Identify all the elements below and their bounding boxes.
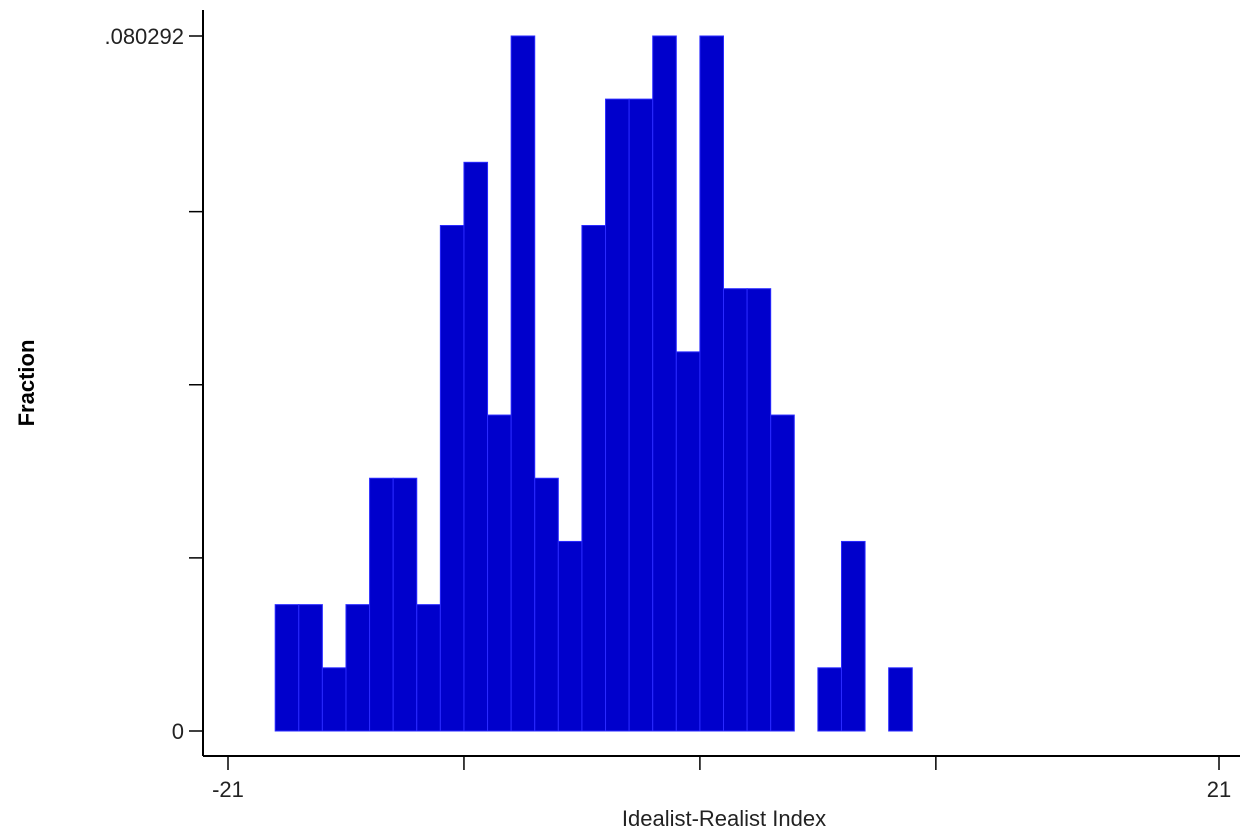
histogram-bar xyxy=(345,604,371,732)
x-axis-ticks: -21 21 xyxy=(212,756,1231,802)
histogram-bar xyxy=(416,604,441,732)
histogram-bar xyxy=(746,288,772,732)
x-tick-label: -21 xyxy=(212,777,244,802)
histogram-bar xyxy=(274,604,300,732)
histogram-bar xyxy=(392,477,418,732)
x-tick-label: 21 xyxy=(1207,777,1231,802)
histogram-bar xyxy=(439,224,465,732)
y-tick-label: 0 xyxy=(172,719,184,744)
histogram-bar xyxy=(534,477,559,732)
histogram-bar xyxy=(581,224,607,732)
histogram-bar xyxy=(817,667,842,732)
histogram-bar xyxy=(487,414,512,732)
histogram-bar xyxy=(369,477,394,732)
histogram-bar xyxy=(321,667,347,732)
histogram-bar xyxy=(298,604,323,732)
histogram-bars xyxy=(274,35,913,732)
histogram-bar xyxy=(605,98,630,732)
y-tick-label: .080292 xyxy=(104,24,184,49)
histogram-bar xyxy=(652,35,677,732)
histogram-bar xyxy=(699,35,725,732)
histogram-bar xyxy=(675,351,701,732)
histogram-bar xyxy=(510,35,536,732)
histogram-bar xyxy=(840,540,866,732)
histogram-bar xyxy=(557,540,583,732)
y-axis-ticks: 0 .080292 xyxy=(104,24,203,744)
histogram-bar xyxy=(628,98,654,732)
histogram-bar xyxy=(888,667,913,732)
histogram-bar xyxy=(770,414,795,732)
x-axis-title: Idealist-Realist Index xyxy=(622,806,826,831)
y-axis-title: Fraction xyxy=(14,340,39,427)
histogram-bar xyxy=(723,288,748,732)
histogram-bar xyxy=(463,161,489,732)
